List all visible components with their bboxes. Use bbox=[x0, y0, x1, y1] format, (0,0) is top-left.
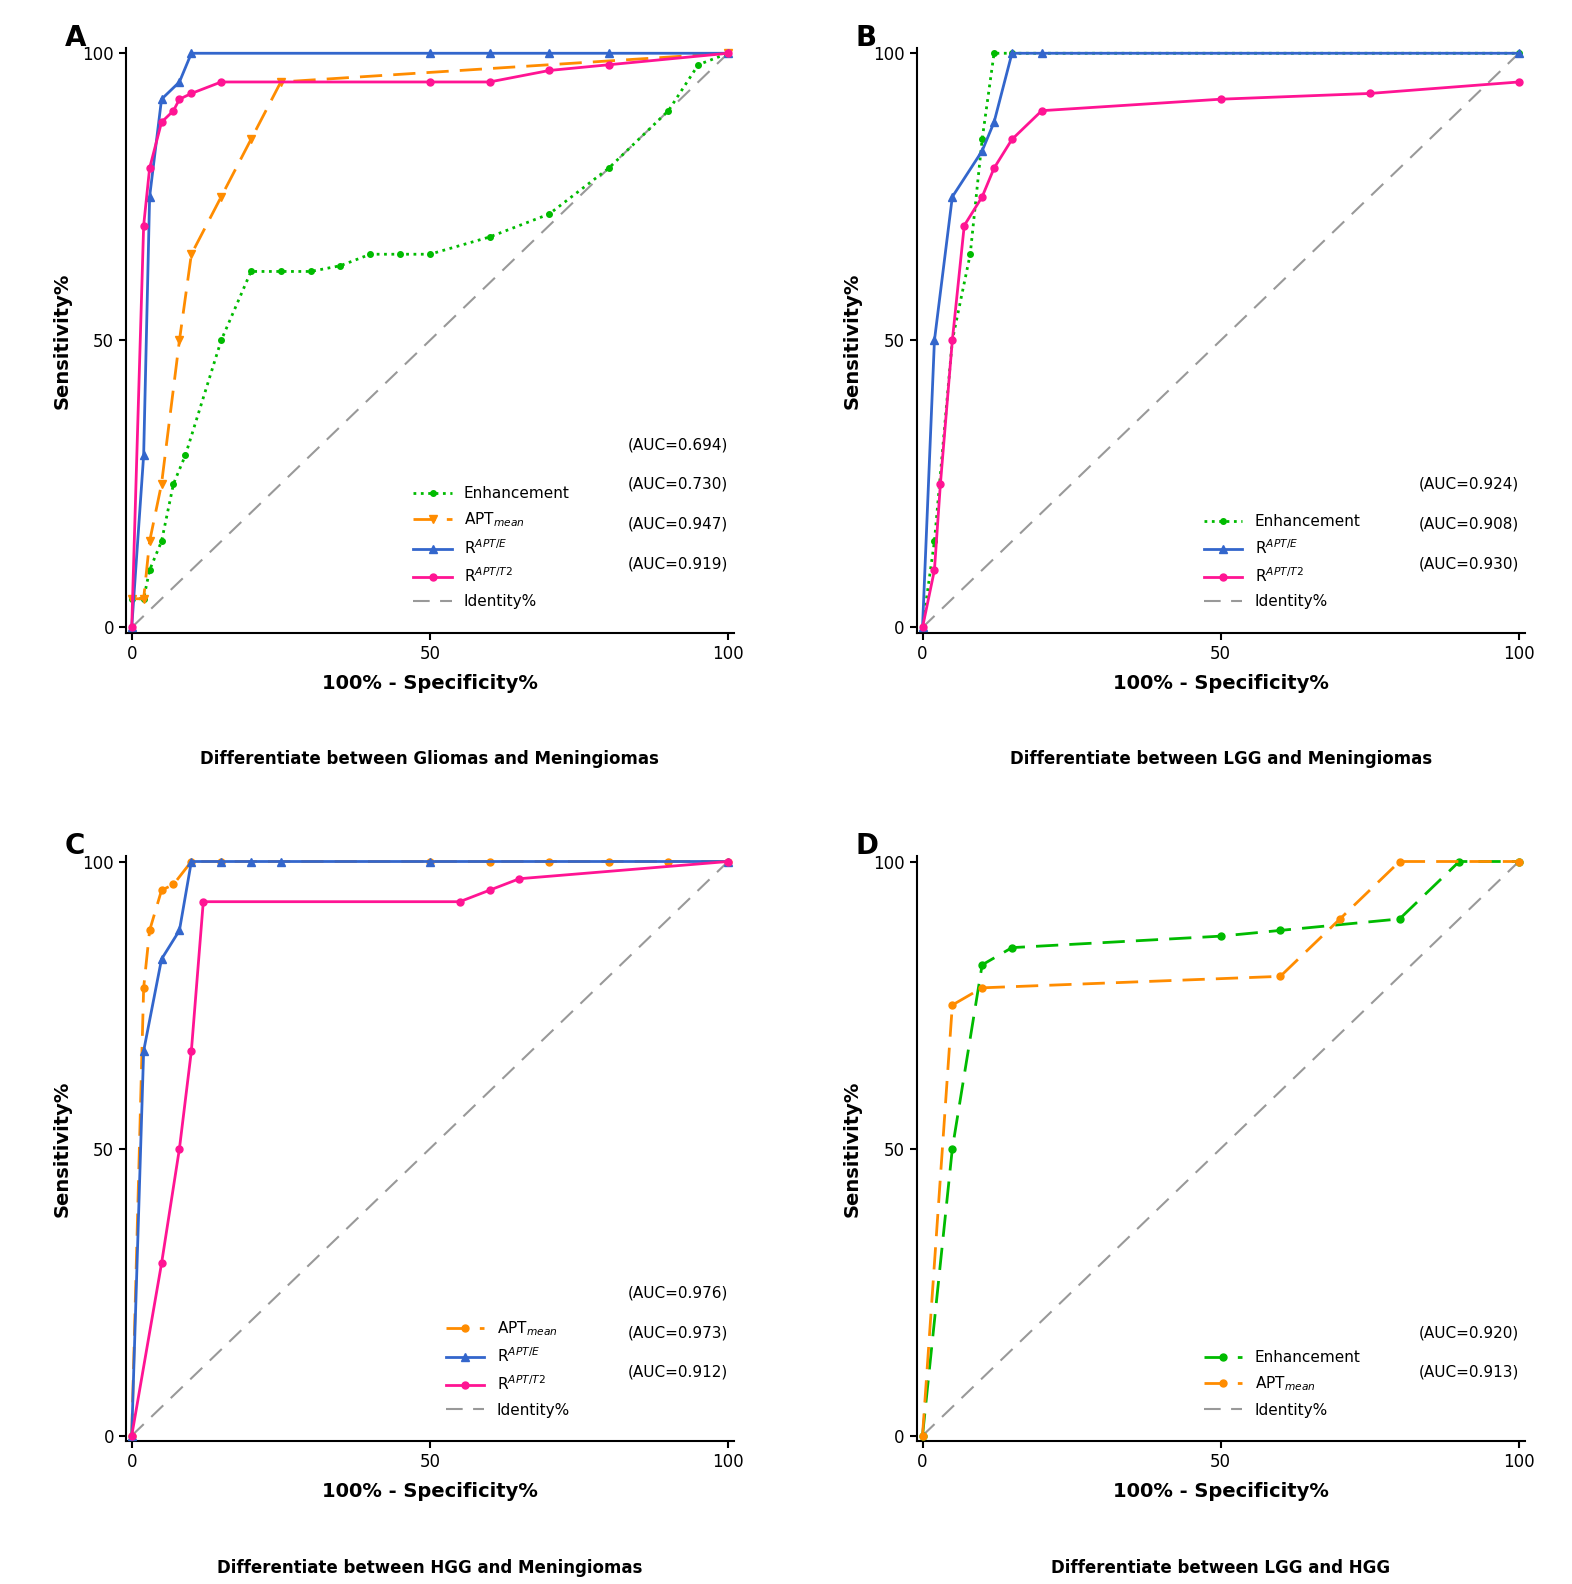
Text: (AUC=0.924): (AUC=0.924) bbox=[1418, 477, 1519, 493]
Y-axis label: Sensitivity%: Sensitivity% bbox=[843, 272, 861, 409]
Text: (AUC=0.913): (AUC=0.913) bbox=[1418, 1365, 1519, 1380]
Text: (AUC=0.947): (AUC=0.947) bbox=[627, 516, 728, 532]
Legend: Enhancement, APT$_{mean}$, R$^{APT/E}$, R$^{APT/T2}$, Identity%: Enhancement, APT$_{mean}$, R$^{APT/E}$, … bbox=[409, 482, 574, 615]
Text: Differentiate between LGG and HGG: Differentiate between LGG and HGG bbox=[1052, 1559, 1390, 1576]
Text: (AUC=0.920): (AUC=0.920) bbox=[1418, 1324, 1519, 1340]
Text: Differentiate between Gliomas and Meningiomas: Differentiate between Gliomas and Mening… bbox=[201, 751, 659, 768]
Text: (AUC=0.908): (AUC=0.908) bbox=[1418, 516, 1519, 532]
Y-axis label: Sensitivity%: Sensitivity% bbox=[843, 1080, 861, 1217]
Text: A: A bbox=[64, 24, 86, 52]
Text: (AUC=0.912): (AUC=0.912) bbox=[627, 1365, 728, 1380]
Text: (AUC=0.976): (AUC=0.976) bbox=[627, 1285, 728, 1300]
Y-axis label: Sensitivity%: Sensitivity% bbox=[52, 272, 71, 409]
Legend: APT$_{mean}$, R$^{APT/E}$, R$^{APT/T2}$, Identity%: APT$_{mean}$, R$^{APT/E}$, R$^{APT/T2}$,… bbox=[442, 1315, 574, 1422]
Text: (AUC=0.919): (AUC=0.919) bbox=[627, 556, 728, 572]
Text: (AUC=0.930): (AUC=0.930) bbox=[1418, 556, 1519, 572]
Text: (AUC=0.973): (AUC=0.973) bbox=[627, 1324, 728, 1340]
X-axis label: 100% - Specificity%: 100% - Specificity% bbox=[322, 1483, 538, 1502]
Legend: Enhancement, R$^{APT/E}$, R$^{APT/T2}$, Identity%: Enhancement, R$^{APT/E}$, R$^{APT/T2}$, … bbox=[1199, 510, 1364, 615]
Text: D: D bbox=[855, 832, 879, 860]
Text: C: C bbox=[64, 832, 85, 860]
X-axis label: 100% - Specificity%: 100% - Specificity% bbox=[1113, 1483, 1328, 1502]
Text: Differentiate between HGG and Meningiomas: Differentiate between HGG and Meningioma… bbox=[217, 1559, 643, 1576]
X-axis label: 100% - Specificity%: 100% - Specificity% bbox=[322, 675, 538, 694]
Text: Differentiate between LGG and Meningiomas: Differentiate between LGG and Meningioma… bbox=[1009, 751, 1432, 768]
Text: B: B bbox=[855, 24, 877, 52]
Legend: Enhancement, APT$_{mean}$, Identity%: Enhancement, APT$_{mean}$, Identity% bbox=[1199, 1346, 1364, 1422]
Text: (AUC=0.730): (AUC=0.730) bbox=[627, 477, 728, 493]
Y-axis label: Sensitivity%: Sensitivity% bbox=[52, 1080, 71, 1217]
Text: (AUC=0.694): (AUC=0.694) bbox=[627, 437, 728, 451]
X-axis label: 100% - Specificity%: 100% - Specificity% bbox=[1113, 675, 1328, 694]
